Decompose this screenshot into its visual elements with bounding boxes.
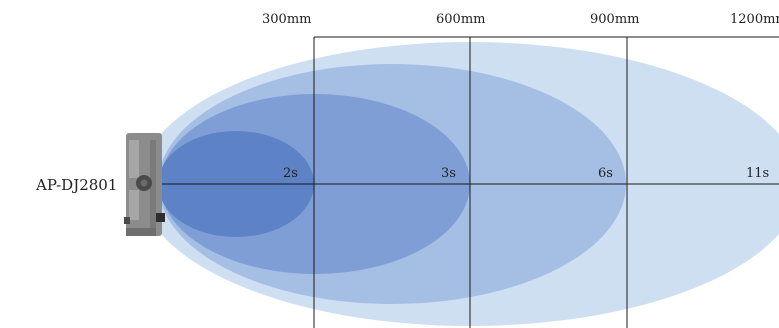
distance-label-900mm: 900mm: [590, 12, 639, 27]
distance-label-300mm: 300mm: [262, 12, 311, 27]
model-label: AP-DJ2801: [35, 176, 117, 194]
time-label-3s: 3s: [441, 166, 456, 181]
camera-device-icon: [124, 133, 165, 236]
time-label-2s: 2s: [283, 166, 298, 181]
distance-label-1200mm: 1200mm: [730, 12, 779, 27]
distance-label-600mm: 600mm: [436, 12, 485, 27]
grid: [160, 36, 779, 328]
time-label-6s: 6s: [598, 166, 613, 181]
time-label-11s: 11s: [746, 166, 769, 181]
